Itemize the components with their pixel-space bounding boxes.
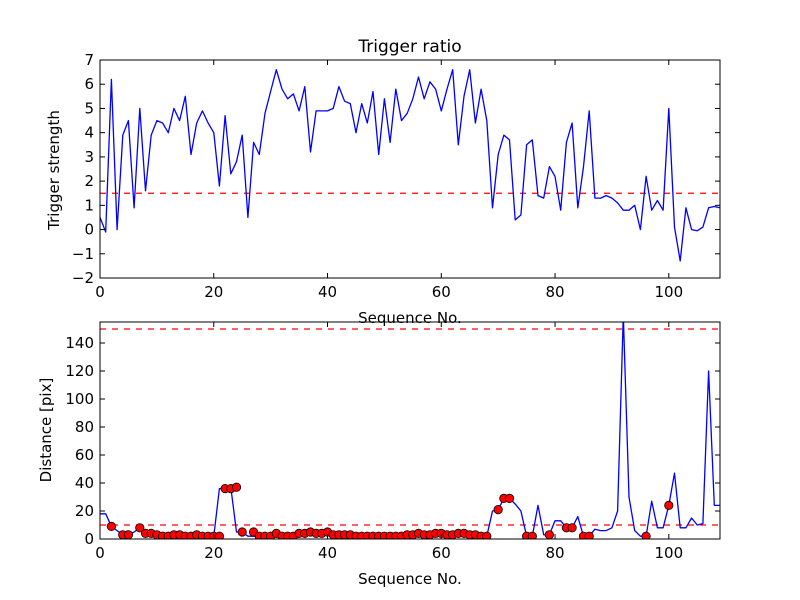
data-point — [135, 523, 145, 533]
x-axis-label: Sequence No. — [358, 309, 462, 327]
y-tick-label: 40 — [75, 474, 94, 492]
data-point — [544, 530, 554, 539]
x-tick-label: 80 — [545, 544, 564, 562]
axes: 0 20 40 60 80 100 0 20 40 60 80 100 120 140 — [65, 321, 721, 562]
y-tick-label: 3 — [84, 148, 94, 166]
y-tick-label: 7 — [84, 51, 94, 69]
data-point — [493, 504, 503, 515]
x-axis-label: Sequence No. — [358, 570, 462, 588]
trigger-ratio-chart: Trigger ratio 0 20 40 60 80 100 −2 −1 0 1 2 3 4 5 6 7 S… — [45, 37, 721, 327]
y-tick-label: 0 — [84, 221, 94, 239]
y-tick-label: 4 — [84, 124, 94, 142]
y-tick-label: −2 — [72, 269, 94, 287]
y-tick-label: 20 — [75, 502, 94, 520]
plot-area — [100, 69, 720, 262]
data-point — [106, 521, 116, 532]
y-tick-label: 120 — [65, 362, 94, 380]
y-tick-label: 0 — [84, 530, 94, 548]
y-tick-label: 140 — [65, 334, 94, 352]
y-axis-label: Distance [pix] — [37, 378, 55, 483]
x-tick-label: 100 — [654, 544, 683, 562]
x-tick-label: 80 — [545, 283, 564, 301]
x-tick-label: 60 — [432, 283, 451, 301]
chart-title: Trigger ratio — [357, 37, 461, 57]
data-point — [641, 531, 651, 539]
y-tick-label: 60 — [75, 446, 94, 464]
data-point — [482, 531, 492, 539]
x-tick-label: 0 — [95, 544, 105, 562]
x-tick-label: 40 — [318, 544, 337, 562]
y-tick-label: 6 — [84, 75, 94, 93]
data-point — [123, 530, 134, 539]
series-line — [100, 69, 720, 262]
y-tick-label: 1 — [84, 196, 94, 214]
data-point — [504, 493, 515, 503]
distance-chart: 0 20 40 60 80 100 0 20 40 60 80 100 120 140 Sequence … — [37, 321, 721, 588]
y-tick-label: 80 — [75, 418, 94, 436]
data-point — [584, 531, 594, 539]
y-tick-label: 5 — [84, 99, 94, 117]
data-point — [527, 531, 537, 539]
y-tick-label: 100 — [65, 390, 94, 408]
x-tick-label: 40 — [318, 283, 337, 301]
data-point — [231, 482, 242, 492]
y-axis-label: Trigger strength — [45, 110, 63, 231]
x-tick-label: 20 — [204, 283, 223, 301]
x-tick-label: 0 — [95, 283, 105, 301]
data-point — [237, 527, 247, 537]
x-tick-label: 60 — [432, 544, 451, 562]
axes: 0 20 40 60 80 100 −2 −1 0 1 2 3 4 5 6 7 — [72, 51, 721, 301]
plot-area — [100, 322, 720, 539]
x-tick-label: 20 — [204, 544, 223, 562]
data-point — [664, 500, 674, 510]
x-tick-label: 100 — [654, 283, 683, 301]
axes-frame — [99, 321, 721, 540]
data-point — [214, 531, 225, 539]
clipped-plot — [100, 322, 720, 539]
series-line — [100, 322, 720, 537]
data-point — [567, 523, 577, 533]
y-tick-label: −1 — [72, 245, 94, 263]
y-tick-label: 2 — [84, 172, 94, 190]
axes-frame — [99, 59, 721, 279]
clipped-plot — [100, 69, 720, 262]
